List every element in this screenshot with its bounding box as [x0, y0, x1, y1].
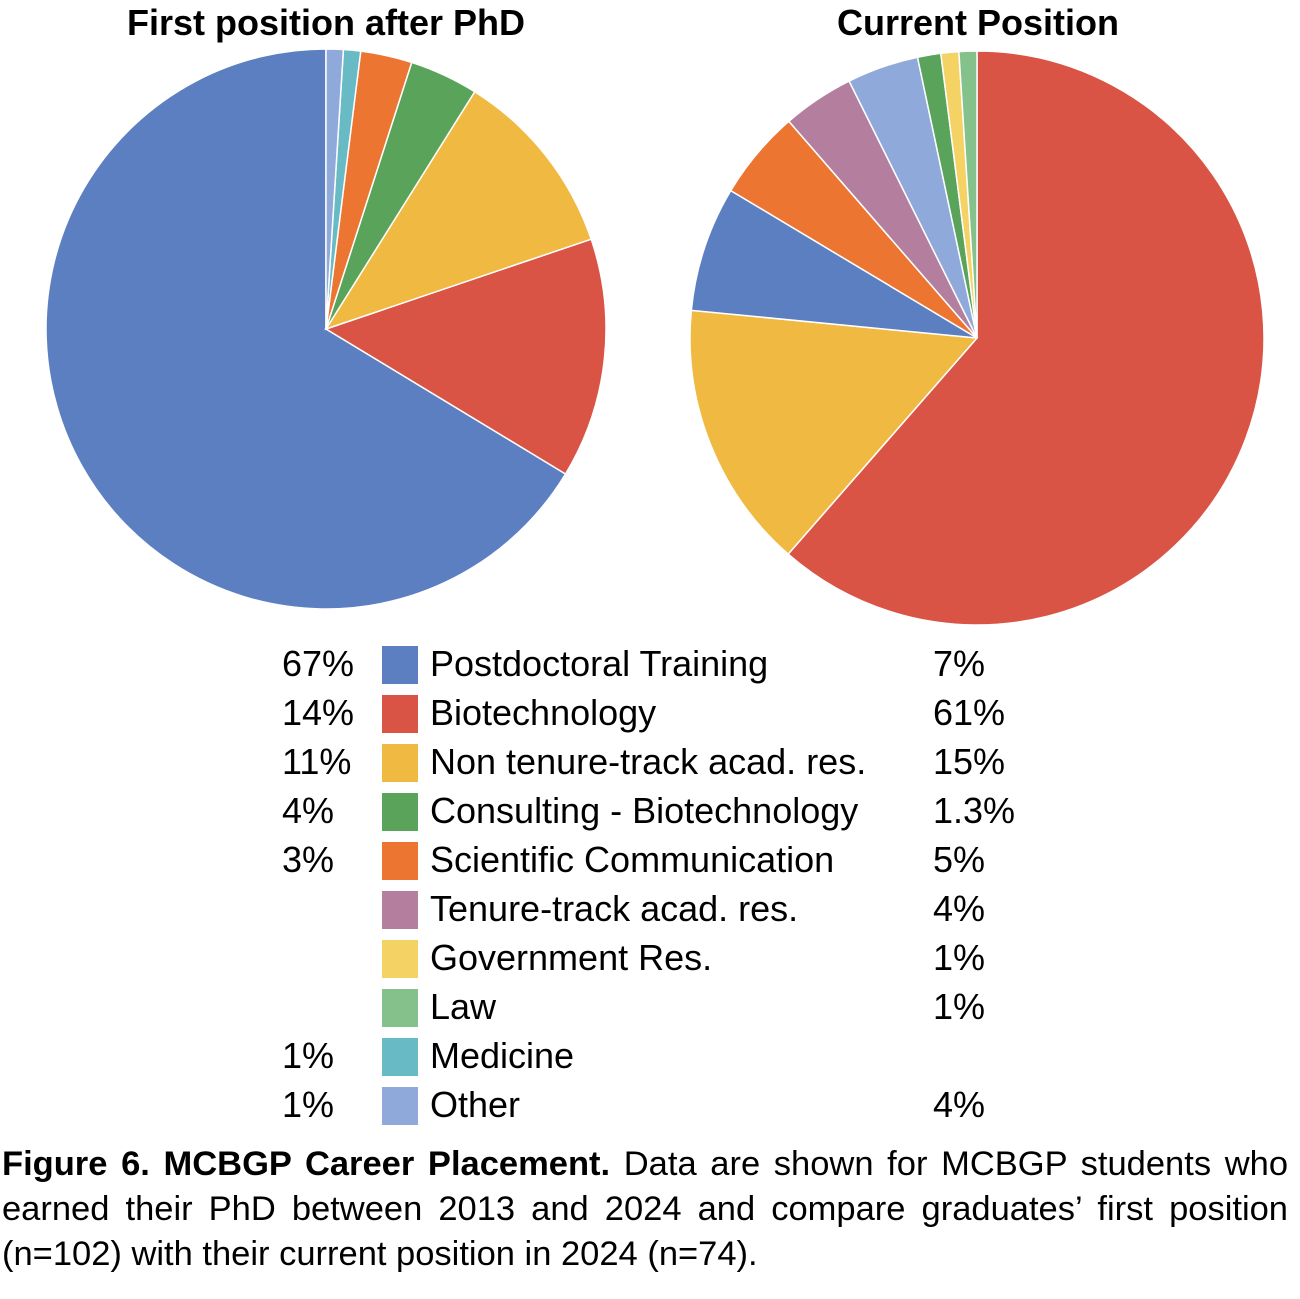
legend-row: 4% Consulting - Biotechnology 1.3% — [0, 790, 1300, 839]
legend-swatch — [382, 695, 418, 733]
legend-label: Consulting - Biotechnology — [430, 790, 859, 831]
legend-row: Tenure-track acad. res. 4% — [0, 888, 1300, 937]
legend-row: 1% Other 4% — [0, 1084, 1300, 1133]
legend-current-value: 5% — [933, 839, 986, 880]
figure-caption: Figure 6. MCBGP Career Placement. Data a… — [2, 1142, 1288, 1277]
legend-swatch — [382, 940, 418, 978]
legend-current-value: 15% — [933, 741, 1006, 782]
pie-slice-biotechnology — [787, 50, 1265, 626]
legend-current-value: 1% — [933, 986, 986, 1027]
legend-swatch — [382, 1087, 418, 1125]
legend-swatch — [382, 744, 418, 782]
legend-first-value: 14% — [282, 692, 355, 733]
current-position-pie — [689, 50, 1265, 626]
pie-charts — [45, 48, 1265, 626]
legend-first-value: 1% — [282, 1084, 335, 1125]
legend-row: Government Res. 1% — [0, 937, 1300, 986]
legend-swatch — [382, 646, 418, 684]
pie-slice-other — [325, 48, 345, 330]
pie-slice-postdoctoral-training — [690, 189, 978, 339]
legend-swatch — [382, 891, 418, 929]
legend-current-value: 4% — [933, 888, 986, 929]
legend-swatch — [382, 793, 418, 831]
legend-row: 11% Non tenure-track acad. res. 15% — [0, 741, 1300, 790]
legend-row: 67% Postdoctoral Training 7% — [0, 643, 1300, 692]
legend-row: 14% Biotechnology 61% — [0, 692, 1300, 741]
first-position-pie — [45, 48, 607, 610]
legend-label: Non tenure-track acad. res. — [430, 741, 867, 782]
legend-first-value: 3% — [282, 839, 335, 880]
legend-label: Postdoctoral Training — [430, 643, 769, 684]
pie-slice-law — [958, 50, 978, 339]
current-position-title: Current Position — [836, 2, 1119, 43]
legend-row: 1% Medicine — [0, 1035, 1300, 1084]
legend-label: Medicine — [430, 1035, 575, 1076]
legend-label: Law — [430, 986, 497, 1027]
legend-first-value: 4% — [282, 790, 335, 831]
legend-row: Law 1% — [0, 986, 1300, 1035]
legend-current-value: 61% — [933, 692, 1006, 733]
legend-label: Scientific Communication — [430, 839, 835, 880]
legend-row: 3% Scientific Communication 5% — [0, 839, 1300, 888]
pie-slice-non-tenure-track-acad-res — [689, 309, 979, 556]
caption-title: Figure 6. MCBGP Career Placement. — [2, 1145, 611, 1183]
pie-slice-postdoctoral-training — [45, 48, 567, 610]
legend-current-value: 1.3% — [933, 790, 1016, 831]
legend-label: Other — [430, 1084, 521, 1125]
legend-label: Government Res. — [430, 937, 713, 978]
legend-label: Tenure-track acad. res. — [430, 888, 799, 929]
legend-swatch — [382, 989, 418, 1027]
legend-swatch — [382, 842, 418, 880]
legend-current-value: 4% — [933, 1084, 986, 1125]
legend-current-value: 7% — [933, 643, 986, 684]
legend-first-value: 1% — [282, 1035, 335, 1076]
legend-current-value: 1% — [933, 937, 986, 978]
legend-label: Biotechnology — [430, 692, 657, 733]
pie-slice-non-tenure-track-acad-res — [324, 90, 593, 331]
first-position-title: First position after PhD — [126, 2, 526, 43]
legend-first-value: 67% — [282, 643, 355, 684]
legend-swatch — [382, 1038, 418, 1076]
legend-first-value: 11% — [282, 741, 352, 782]
pie-slice-biotechnology — [324, 238, 607, 476]
caption-text: Data are shown for MCBGP students who ea… — [2, 1145, 1289, 1273]
